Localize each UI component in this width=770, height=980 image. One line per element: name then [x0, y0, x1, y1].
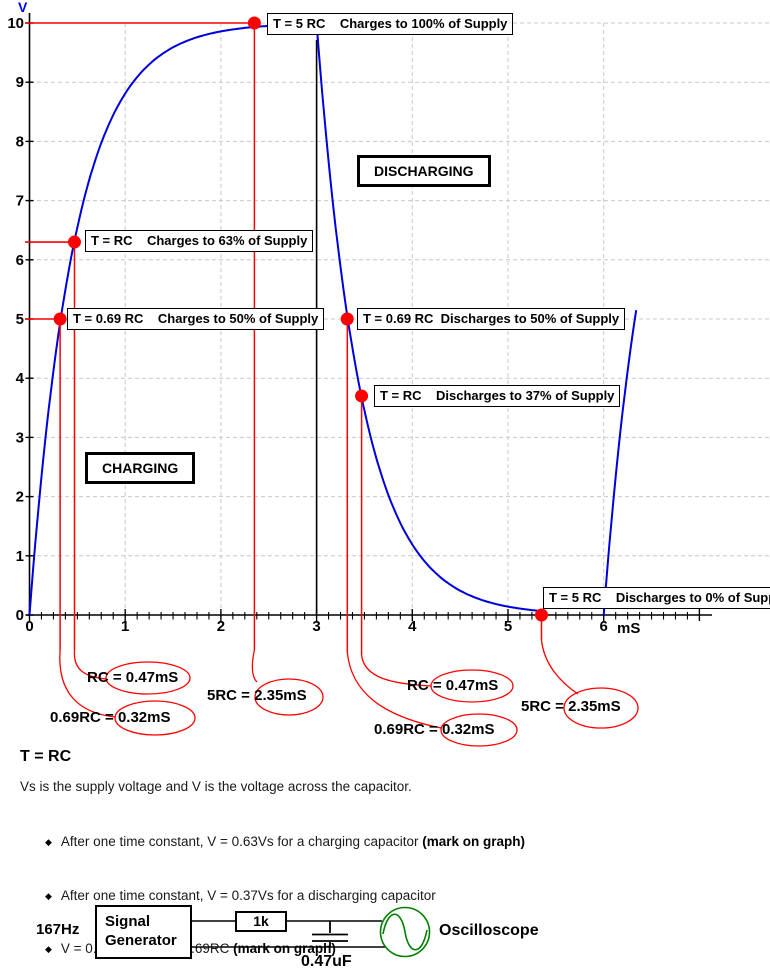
bullet-item: ◆ After one time constant, V = 0.63Vs for… [45, 834, 526, 849]
annotation-charge-50: T = 0.69 RC Charges to 50% of Supply [67, 308, 325, 330]
sine-wave-icon [382, 913, 428, 951]
tick-label: 3 [16, 429, 24, 446]
curve-segment-charging [602, 310, 638, 616]
tick-label: 5 [16, 311, 24, 328]
frequency-label: 167Hz [36, 921, 80, 938]
marker-drop-lines [59, 23, 543, 655]
tick-label: 1 [121, 618, 129, 635]
signal-generator-box: Signal Generator [95, 905, 192, 959]
tick-label: 5 [504, 618, 512, 635]
tick-label: 6 [600, 618, 608, 635]
tick-label: 4 [16, 370, 25, 387]
data-point-markers [25, 16, 548, 622]
tick-label: 0 [25, 618, 33, 635]
region-label-discharging: DISCHARGING [357, 155, 491, 187]
notes-subtitle: Vs is the supply voltage and V is the vo… [20, 779, 412, 794]
marker-charge-rc [67, 235, 81, 249]
callout-ellipses [105, 661, 639, 747]
bullet-item: ◆ After one time constant, V = 0.37Vs for… [45, 887, 436, 903]
y-axis-unit-label: V [18, 0, 28, 15]
bullet-icon: ◆ [45, 890, 52, 901]
callout-left-5rc: 5RC = 2.35mS [207, 687, 307, 704]
annotation-discharge-0: T = 5 RC Discharges to 0% of Supply [543, 587, 770, 609]
tick-label: 8 [16, 133, 24, 150]
annotation-charge-63: T = RC Charges to 63% of Supply [85, 230, 314, 252]
oscilloscope-label: Oscilloscope [439, 922, 539, 939]
x-axis-unit-label: mS [617, 620, 641, 637]
bullet-icon: ◆ [45, 944, 52, 954]
marker-charge-069rc [53, 312, 67, 326]
notes-bullet-list: ◆ After one time constant, V = 0.63Vs for… [45, 798, 525, 980]
resistor-box: 1k [235, 911, 287, 932]
bullet-icon: ◆ [45, 837, 52, 847]
annotation-discharge-37: T = RC Discharges to 37% of Supply [374, 385, 621, 407]
tick-label: 7 [16, 193, 24, 210]
callout-left-rc: RC = 0.47mS [87, 669, 179, 686]
capacitor-value-label: 0.47uF [301, 953, 352, 970]
tick-label: 2 [217, 618, 225, 635]
tick-label: 0 [16, 607, 24, 624]
tick-label: 3 [312, 618, 320, 635]
tick-label: 6 [16, 252, 24, 269]
oscilloscope-icon [379, 906, 431, 958]
tick-label: 2 [16, 489, 24, 506]
capacitor-symbol [312, 921, 348, 947]
marker-discharge-rc [355, 389, 369, 403]
tick-label: 9 [16, 74, 24, 91]
marker-discharge-5rc [534, 608, 548, 622]
annotation-charge-100: T = 5 RC Charges to 100% of Supply [267, 13, 514, 35]
callout-connectors [59, 639, 579, 729]
curve-segment-discharging [315, 22, 541, 612]
callout-right-069rc: 0.69RC = 0.32mS [374, 721, 495, 738]
marker-charge-5rc [247, 16, 261, 30]
callout-right-5rc: 5RC = 2.35mS [521, 698, 621, 715]
region-label-charging: CHARGING [85, 452, 196, 484]
circuit-diagram [190, 906, 431, 958]
tick-label: 1 [16, 548, 24, 565]
oscilloscope-circle [379, 906, 431, 958]
tick-label: 4 [408, 618, 417, 635]
callout-left-069rc: 0.69RC = 0.32mS [50, 709, 171, 726]
marker-discharge-069rc [340, 312, 354, 326]
notes-heading: T = RC [20, 748, 72, 765]
axes: 0 1 2 3 4 5 6 7 8 9 10 0 1 2 3 4 5 6 [7, 13, 712, 635]
annotation-discharge-50: T = 0.69 RC Discharges to 50% of Supply [357, 308, 626, 330]
circuit-wires [190, 920, 385, 948]
tick-label: 10 [7, 15, 24, 32]
callout-right-rc: RC = 0.47mS [407, 677, 499, 694]
